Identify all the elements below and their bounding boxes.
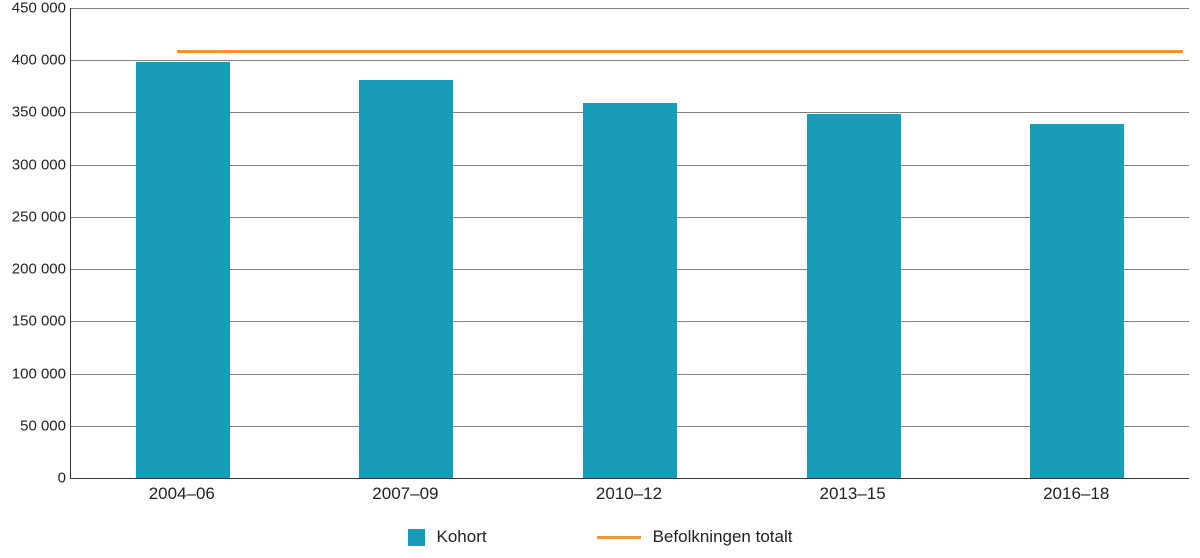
y-tick-label: 100 000 [4, 365, 66, 382]
legend-item-bars: Kohort [408, 527, 487, 547]
gridline [71, 8, 1189, 9]
chart-container: Kohort Befolkningen totalt 0 50 000 100 00… [0, 0, 1200, 558]
x-tick-label: 2010–12 [596, 484, 662, 504]
bar [583, 103, 677, 478]
plot-area [70, 8, 1189, 479]
y-tick-label: 50 000 [4, 417, 66, 434]
bar [359, 80, 453, 478]
y-tick-label: 350 000 [4, 104, 66, 121]
legend-swatch-bar [408, 529, 425, 546]
y-tick-label: 200 000 [4, 261, 66, 278]
legend-label-bar: Kohort [437, 527, 487, 547]
legend-label-line: Befolkningen totalt [653, 527, 793, 547]
y-tick-label: 250 000 [4, 208, 66, 225]
legend-item-line: Befolkningen totalt [597, 527, 793, 547]
y-tick-label: 450 000 [4, 0, 66, 17]
y-tick-label: 300 000 [4, 156, 66, 173]
gridline [71, 60, 1189, 61]
y-tick-label: 150 000 [4, 313, 66, 330]
reference-line [177, 50, 1183, 53]
y-tick-label: 400 000 [4, 52, 66, 69]
legend: Kohort Befolkningen totalt [0, 522, 1200, 552]
bar [807, 114, 901, 479]
y-tick-label: 0 [4, 470, 66, 487]
x-tick-label: 2004–06 [149, 484, 215, 504]
x-tick-label: 2013–15 [820, 484, 886, 504]
bar [1030, 124, 1124, 478]
x-tick-label: 2007–09 [372, 484, 438, 504]
bar [136, 62, 230, 478]
legend-swatch-line [597, 536, 641, 539]
x-tick-label: 2016–18 [1043, 484, 1109, 504]
